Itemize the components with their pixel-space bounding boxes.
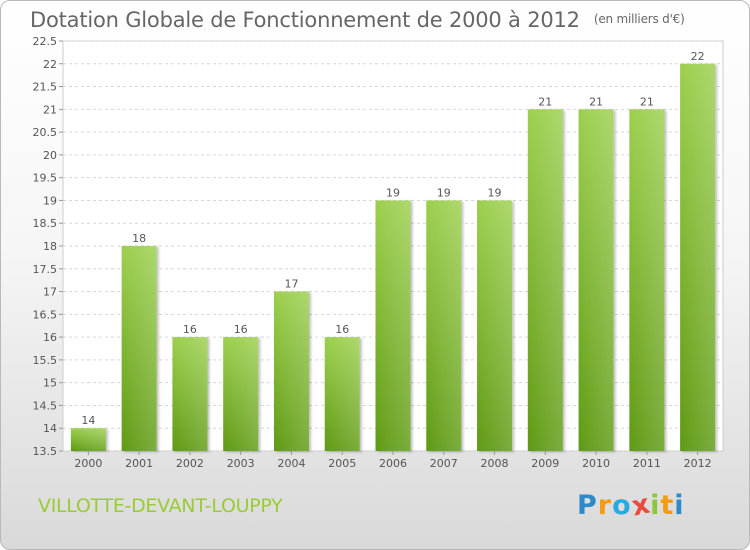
x-tick-label: 2010 xyxy=(582,457,610,470)
bar-2006 xyxy=(375,200,411,451)
bar-shine xyxy=(477,200,513,451)
bar-shine xyxy=(324,337,360,451)
bar-2011 xyxy=(629,109,665,451)
y-axis-tick-labels: 13.5 14 14.5 15 15.5 16 16.5 17 17.5 18 18.5 19 19.5… xyxy=(33,35,58,458)
x-tick-label: 2000 xyxy=(74,457,102,470)
bar-2012 xyxy=(680,63,716,452)
x-axis-tick-labels: 2000 2001 2002 2003 2004 2005 2006 2007 2008 2009… xyxy=(74,451,712,470)
y-tick-label: 22 xyxy=(43,58,57,71)
data-label: 16 xyxy=(183,323,197,336)
bars xyxy=(70,63,716,452)
y-tick-label: 21.5 xyxy=(33,81,58,94)
bar-shine xyxy=(578,109,614,451)
data-label: 21 xyxy=(589,95,603,108)
y-tick-label: 14.5 xyxy=(33,399,58,412)
y-tick-label: 14 xyxy=(43,422,57,435)
bar-2004 xyxy=(273,291,309,451)
logo-letter: i xyxy=(674,490,685,521)
proxiti-logo: Proxiti xyxy=(577,488,685,522)
chart-unit: (en milliers d'€) xyxy=(593,12,685,26)
commune-name: VILLOTTE-DEVANT-LOUPPY xyxy=(38,495,283,517)
y-tick-label: 18 xyxy=(43,240,57,253)
data-label: 19 xyxy=(437,186,451,199)
y-tick-label: 20.5 xyxy=(33,126,58,139)
y-tick-label: 19 xyxy=(43,194,57,207)
bar-shine xyxy=(680,63,716,452)
chart-title: Dotation Globale de Fonctionnement de 20… xyxy=(30,8,685,32)
data-label: 18 xyxy=(132,232,146,245)
bar-2010 xyxy=(578,109,614,451)
bar-shine xyxy=(70,428,106,451)
x-tick-label: 2006 xyxy=(379,457,407,470)
bar-2009 xyxy=(527,109,563,451)
data-label: 16 xyxy=(234,323,248,336)
logo-letter: r xyxy=(597,490,613,521)
x-tick-label: 2005 xyxy=(328,457,356,470)
data-label: 21 xyxy=(538,95,552,108)
data-labels: 14 18 16 16 17 16 19 19 19 21 21 21 22 xyxy=(81,50,704,427)
bar-2005 xyxy=(324,337,360,451)
data-label: 22 xyxy=(691,50,705,63)
x-tick-label: 2002 xyxy=(176,457,204,470)
y-tick-label: 21 xyxy=(43,103,57,116)
bar-shine xyxy=(121,246,157,451)
bar-shine xyxy=(172,337,208,451)
bar-2000 xyxy=(70,428,106,451)
data-label: 16 xyxy=(335,323,349,336)
data-label: 19 xyxy=(488,186,502,199)
data-label: 21 xyxy=(640,95,654,108)
x-tick-label: 2001 xyxy=(125,457,153,470)
x-tick-label: 2012 xyxy=(684,457,712,470)
logo-letter: i xyxy=(650,490,661,521)
x-tick-label: 2004 xyxy=(277,457,305,470)
y-tick-label: 18.5 xyxy=(33,217,58,230)
y-tick-label: 22.5 xyxy=(33,35,58,48)
bar-shine xyxy=(223,337,259,451)
data-label: 14 xyxy=(81,414,95,427)
bar-2007 xyxy=(426,200,462,451)
y-tick-label: 17.5 xyxy=(33,263,58,276)
bar-shine xyxy=(527,109,563,451)
y-tick-label: 17 xyxy=(43,286,57,299)
data-label: 19 xyxy=(386,186,400,199)
bar-shine xyxy=(273,291,309,451)
logo-letter: t xyxy=(660,490,675,521)
bar-shine xyxy=(426,200,462,451)
y-tick-label: 20 xyxy=(43,149,57,162)
x-tick-label: 2011 xyxy=(633,457,661,470)
bar-2003 xyxy=(223,337,259,451)
y-tick-label: 13.5 xyxy=(33,445,58,458)
x-tick-label: 2008 xyxy=(481,457,509,470)
x-tick-label: 2009 xyxy=(531,457,559,470)
chart-title-text: Dotation Globale de Fonctionnement de 20… xyxy=(30,8,580,32)
bar-shine xyxy=(629,109,665,451)
y-tick-label: 16 xyxy=(43,331,57,344)
data-label: 17 xyxy=(284,278,298,291)
y-tick-label: 19.5 xyxy=(33,172,58,185)
x-tick-label: 2007 xyxy=(430,457,458,470)
bar-2002 xyxy=(172,337,208,451)
logo-letter: P xyxy=(577,490,598,521)
bar-2008 xyxy=(477,200,513,451)
logo-letter: o xyxy=(612,490,632,521)
y-tick-label: 15.5 xyxy=(33,354,58,367)
bar-2001 xyxy=(121,246,157,451)
x-tick-label: 2003 xyxy=(227,457,255,470)
y-tick-label: 16.5 xyxy=(33,308,58,321)
y-tick-label: 15 xyxy=(43,377,57,390)
bar-shine xyxy=(375,200,411,451)
